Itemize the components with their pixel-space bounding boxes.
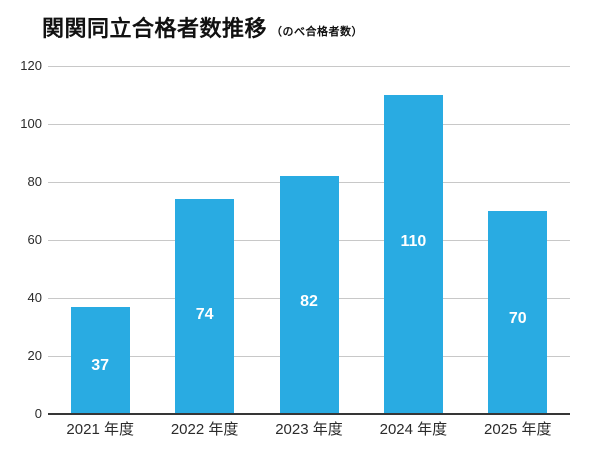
bar-value-label: 110 xyxy=(400,232,427,250)
y-tick-label: 20 xyxy=(27,348,42,363)
x-category-label: 2024 年度 xyxy=(379,421,448,438)
bar-value-label: 70 xyxy=(508,309,527,327)
chart-subtitle: （のべ合格者数） xyxy=(271,25,364,39)
y-tick-label: 40 xyxy=(27,290,42,305)
y-tick-label: 120 xyxy=(20,58,42,73)
chart-title: 関関同立合格者数推移 xyxy=(42,16,268,42)
bar: 70 xyxy=(488,211,548,414)
y-tick-label: 80 xyxy=(27,174,42,189)
x-category-label: 2023 年度 xyxy=(275,421,343,438)
x-category-label: 2025 年度 xyxy=(484,421,552,438)
y-tick-label: 100 xyxy=(20,116,42,131)
chart-title-row: 関関同立合格者数推移 （のべ合格者数） xyxy=(42,16,363,42)
x-category-label: 2021 年度 xyxy=(66,421,134,438)
x-axis-line xyxy=(48,413,570,415)
y-tick-label: 60 xyxy=(27,232,42,247)
bar-value-label: 74 xyxy=(195,306,214,324)
y-tick-label: 0 xyxy=(34,406,42,421)
bar-value-label: 37 xyxy=(91,356,110,374)
gridline xyxy=(48,65,570,67)
bar-value-label: 82 xyxy=(300,293,318,311)
bar: 74 xyxy=(175,199,235,414)
plot-area: 37 74 82 110 70 xyxy=(48,65,570,414)
bar: 110 xyxy=(383,95,443,414)
x-category-label: 2022 年度 xyxy=(170,421,239,438)
gridline xyxy=(48,123,570,125)
bar: 37 xyxy=(70,306,130,414)
bar: 82 xyxy=(279,176,339,414)
